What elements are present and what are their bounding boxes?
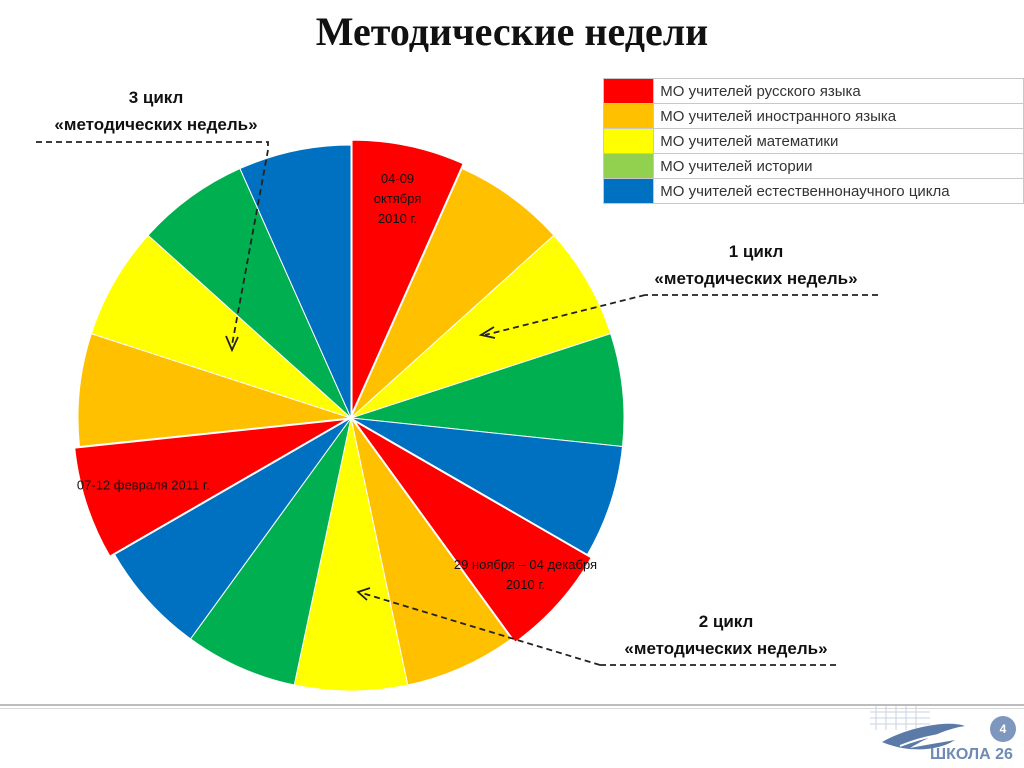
legend-swatch	[602, 128, 655, 154]
cycle3-subtitle: «методических недель»	[54, 115, 258, 134]
cycle2-arrowhead	[356, 587, 371, 601]
legend-swatch	[602, 103, 655, 129]
legend-swatch	[602, 178, 655, 204]
cycle3-label: 3 цикл «методических недель»	[20, 84, 292, 138]
cycle1-label: 1 цикл «методических недель»	[620, 238, 892, 292]
cycle-arrows	[36, 141, 878, 666]
school-logo-icon	[870, 706, 965, 750]
pie-slice	[350, 167, 555, 419]
pie-slice	[350, 417, 624, 556]
footer-divider	[0, 704, 1024, 706]
cycle1-title: 1 цикл	[728, 242, 784, 261]
slice-date-label: 07-12 февраля 2011 г.	[77, 477, 210, 492]
pie-slice	[147, 167, 352, 419]
cycle2-arrow	[361, 592, 601, 666]
pie-slice	[350, 234, 612, 419]
pie-slice	[113, 417, 352, 640]
cycle3-arrowhead	[225, 335, 239, 353]
legend-label: МО учителей естественнонаучного цикла	[653, 178, 1024, 204]
pie-slice	[74, 419, 347, 557]
cycle3-underline	[36, 141, 269, 150]
legend-swatch	[602, 78, 655, 104]
pie-slice	[293, 417, 409, 692]
cycle2-title: 2 цикл	[698, 612, 754, 631]
legend-swatch	[602, 153, 655, 179]
slice-date-label: 04-09 октября 2010 г.	[374, 171, 422, 226]
school-name: ШКОЛА 26	[930, 746, 1013, 763]
legend-item: МО учителей истории	[602, 153, 1024, 179]
pie-slice	[351, 139, 464, 414]
cycle1-arrowhead	[478, 326, 496, 339]
legend-item: МО учителей математики	[602, 128, 1024, 154]
legend-item: МО учителей иностранного языка	[602, 103, 1024, 129]
legend-label: МО учителей русского языка	[653, 78, 1024, 104]
cycle2-label: 2 цикл «методических недель»	[590, 608, 862, 662]
slice-date-label: 29 ноября – 04 декабря 2010 г.	[454, 557, 597, 592]
legend-label: МО учителей иностранного языка	[653, 103, 1024, 129]
pie-slice	[77, 333, 352, 448]
pie-slice	[189, 417, 352, 686]
legend-label: МО учителей истории	[653, 153, 1024, 179]
legend-item: МО учителей естественнонаучного цикла	[602, 178, 1024, 204]
pie-slice	[354, 420, 592, 643]
footer-divider-thin	[0, 708, 1024, 709]
page-number: 4	[990, 716, 1016, 742]
legend: МО учителей русского языка МО учителей и…	[602, 78, 1024, 204]
pie-slice	[350, 333, 625, 448]
page-title: Методические недели	[315, 9, 709, 54]
pie-slice	[239, 144, 352, 419]
cycle3-arrow	[231, 149, 269, 346]
pie-slice	[350, 417, 513, 686]
cycle1-arrow	[484, 294, 646, 336]
cycle3-title: 3 цикл	[128, 88, 184, 107]
legend-item: МО учителей русского языка	[602, 78, 1024, 104]
legend-label: МО учителей математики	[653, 128, 1024, 154]
pie-slice	[90, 234, 352, 419]
cycle2-subtitle: «методических недель»	[624, 639, 828, 658]
cycle1-subtitle: «методических недель»	[654, 269, 858, 288]
